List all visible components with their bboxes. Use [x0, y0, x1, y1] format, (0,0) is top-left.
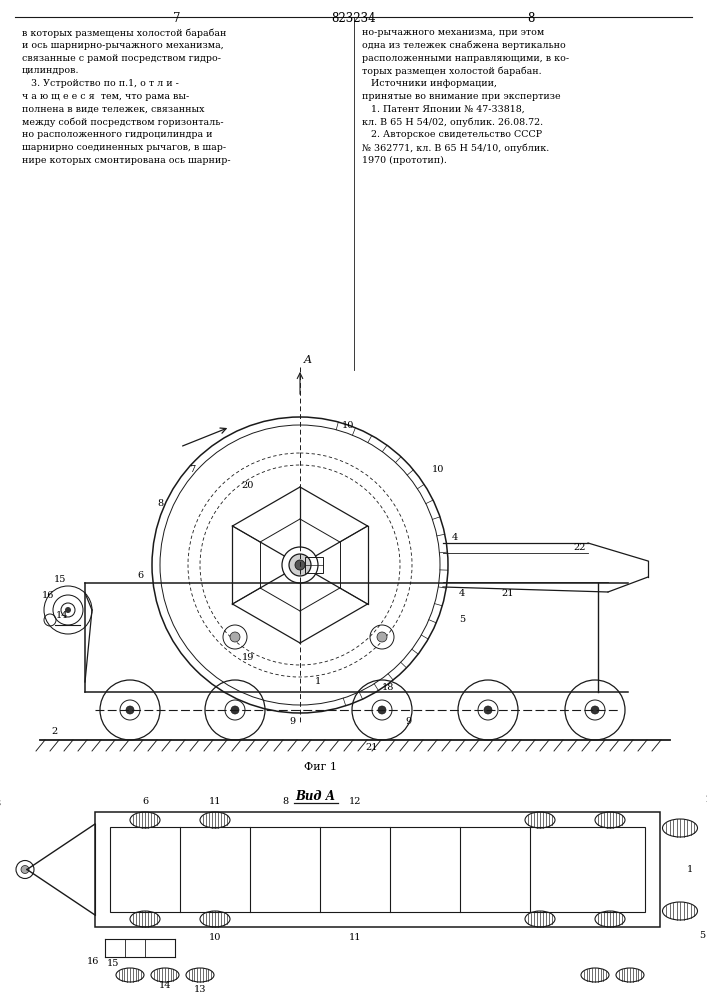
Circle shape [289, 554, 311, 576]
Text: 2. Авторское свидетельство СССР: 2. Авторское свидетельство СССР [362, 130, 542, 139]
Text: между собой посредством горизонталь-: между собой посредством горизонталь- [22, 118, 223, 127]
Text: одна из тележек снабжена вертикально: одна из тележек снабжена вертикально [362, 41, 566, 50]
Text: 2: 2 [52, 728, 58, 736]
Text: 21: 21 [366, 744, 378, 752]
Text: 8: 8 [527, 12, 534, 25]
Text: торых размещен холостой барабан.: торых размещен холостой барабан. [362, 66, 542, 76]
Text: цилиндров.: цилиндров. [22, 66, 79, 75]
Text: 1970 (прототип).: 1970 (прототип). [362, 156, 447, 165]
Text: 14: 14 [56, 610, 69, 619]
Circle shape [484, 706, 492, 714]
Text: 6: 6 [142, 798, 148, 806]
Text: 4: 4 [452, 532, 458, 542]
Circle shape [231, 706, 239, 714]
Text: но расположенного гидроцилиндра и: но расположенного гидроцилиндра и [22, 130, 213, 139]
Text: 21: 21 [502, 588, 514, 597]
Text: ч а ю щ е е с я  тем, что рама вы-: ч а ю щ е е с я тем, что рама вы- [22, 92, 189, 101]
Text: 5: 5 [459, 615, 465, 624]
Circle shape [65, 607, 71, 613]
Text: но-рычажного механизма, при этом: но-рычажного механизма, при этом [362, 28, 544, 37]
Text: шарнирно соединенных рычагов, в шар-: шарнирно соединенных рычагов, в шар- [22, 143, 226, 152]
Text: 15: 15 [107, 960, 119, 968]
Text: 1. Патент Японии № 47-33818,: 1. Патент Японии № 47-33818, [362, 105, 525, 114]
Text: 10: 10 [341, 420, 354, 430]
Text: № 362771, кл. В 65 Н 54/10, опублик.: № 362771, кл. В 65 Н 54/10, опублик. [362, 143, 549, 153]
Text: 9: 9 [405, 718, 411, 726]
Text: 10: 10 [432, 464, 444, 474]
Text: 15: 15 [54, 576, 66, 584]
Text: 7: 7 [173, 12, 181, 25]
Text: 2: 2 [705, 796, 707, 804]
Circle shape [295, 560, 305, 570]
Text: 8: 8 [157, 498, 163, 508]
Text: 13: 13 [194, 984, 206, 994]
Text: расположенными направляющими, в ко-: расположенными направляющими, в ко- [362, 54, 569, 63]
Text: 6: 6 [137, 570, 143, 580]
Text: Вид А: Вид А [295, 790, 335, 803]
Bar [110, 827, 645, 912]
Text: 16: 16 [87, 956, 99, 966]
Text: 18: 18 [382, 684, 395, 692]
Text: в которых размещены холостой барабан: в которых размещены холостой барабан [22, 28, 226, 37]
Text: 1: 1 [687, 865, 693, 874]
Text: 8: 8 [282, 798, 288, 806]
Text: полнена в виде тележек, связанных: полнена в виде тележек, связанных [22, 105, 204, 114]
Text: 5: 5 [699, 930, 705, 940]
Text: 823234: 823234 [332, 12, 376, 25]
Circle shape [591, 706, 599, 714]
Text: связанные с рамой посредством гидро-: связанные с рамой посредством гидро- [22, 54, 221, 63]
Circle shape [230, 632, 240, 642]
Text: Источники информации,: Источники информации, [362, 79, 497, 88]
Bar [305, 557, 323, 573]
Text: Фиг 1: Фиг 1 [303, 762, 337, 772]
Text: 19: 19 [242, 654, 255, 662]
Text: 12: 12 [349, 798, 361, 806]
Text: 20: 20 [242, 481, 255, 489]
Text: 11: 11 [349, 932, 361, 942]
Text: 22: 22 [574, 542, 586, 552]
Text: 4: 4 [459, 588, 465, 597]
Text: 1: 1 [315, 678, 321, 686]
Text: 7: 7 [189, 464, 195, 474]
Bar [95, 812, 660, 927]
Circle shape [378, 706, 386, 714]
Text: кл. В 65 Н 54/02, опублик. 26.08.72.: кл. В 65 Н 54/02, опублик. 26.08.72. [362, 118, 543, 127]
Text: 16: 16 [42, 590, 54, 599]
Text: 3. Устройство по п.1, о т л и -: 3. Устройство по п.1, о т л и - [22, 79, 179, 88]
Circle shape [377, 632, 387, 642]
Text: нире которых смонтирована ось шарнир-: нире которых смонтирована ось шарнир- [22, 156, 230, 165]
Text: 14: 14 [159, 980, 171, 990]
Text: 10: 10 [209, 932, 221, 942]
Text: 11: 11 [209, 798, 221, 806]
Text: принятые во внимание при экспертизе: принятые во внимание при экспертизе [362, 92, 561, 101]
Text: и ось шарнирно-рычажного механизма,: и ось шарнирно-рычажного механизма, [22, 41, 223, 50]
Text: A: A [304, 355, 312, 365]
Text: 9: 9 [289, 718, 295, 726]
Circle shape [126, 706, 134, 714]
Circle shape [21, 865, 29, 874]
